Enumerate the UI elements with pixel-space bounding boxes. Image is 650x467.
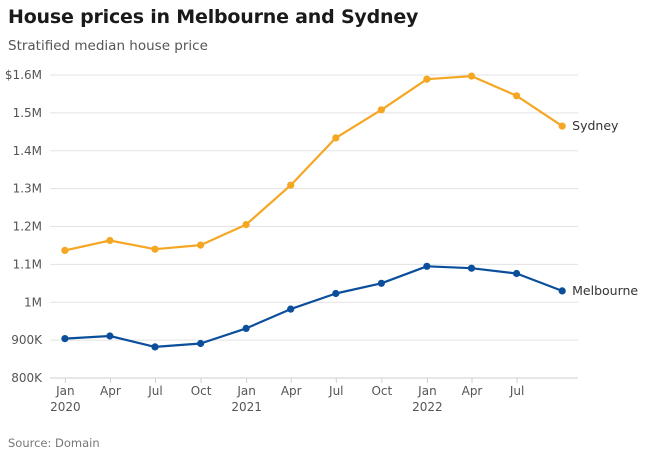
- y-tick-label: 1.4M: [13, 144, 42, 158]
- y-tick-label: 900K: [11, 333, 43, 347]
- melbourne-point: [106, 332, 114, 340]
- melbourne-point: [242, 324, 250, 332]
- x-tick-label: Apr: [100, 384, 121, 398]
- y-tick-label: 1.3M: [13, 182, 42, 196]
- x-tick-label: Oct: [191, 384, 212, 398]
- sydney-point: [513, 92, 521, 100]
- x-tick-year-label: 2022: [412, 400, 443, 414]
- source-note: Source: Domain: [8, 436, 100, 450]
- x-tick-label: Oct: [371, 384, 392, 398]
- sydney-point: [423, 75, 431, 83]
- melbourne-point: [423, 262, 431, 270]
- x-axis-tick-labels: Jan 2020 Apr Jul Oct Jan 2021 Apr Jul Oct Jan 2022 A…: [50, 378, 524, 414]
- sydney-point: [242, 221, 250, 229]
- y-tick-label: 1.5M: [13, 106, 42, 120]
- melbourne-point: [61, 335, 69, 343]
- x-tick-label: Jan: [417, 384, 437, 398]
- melbourne-point: [513, 269, 521, 278]
- sydney-point: [377, 106, 385, 114]
- x-tick-year-label: 2021: [231, 400, 262, 414]
- melbourne-point: [377, 279, 385, 287]
- y-tick-label: 1.1M: [13, 257, 42, 271]
- series-lines: Sydney Melbourne: [61, 72, 638, 351]
- x-tick-label: Jul: [509, 384, 524, 398]
- grid-lines: [50, 74, 578, 379]
- y-tick-label: 1.2M: [13, 220, 42, 234]
- x-tick-label: Apr: [462, 384, 483, 398]
- melbourne-series-label: Melbourne: [572, 283, 638, 298]
- sydney-point: [151, 245, 159, 253]
- melbourne-line: [64, 265, 563, 348]
- y-tick-label: 800K: [11, 371, 43, 385]
- sydney-point: [558, 122, 566, 130]
- melbourne-point: [287, 305, 295, 313]
- sydney-point: [287, 181, 295, 189]
- x-tick-label: Jul: [147, 384, 162, 398]
- sydney-point: [197, 241, 205, 249]
- melbourne-point: [332, 289, 340, 298]
- melbourne-point: [197, 339, 205, 348]
- sydney-series-label: Sydney: [572, 118, 619, 133]
- melbourne-point: [558, 287, 566, 295]
- sydney-point: [332, 134, 340, 142]
- chart-title: House prices in Melbourne and Sydney: [8, 6, 419, 28]
- y-tick-label: $1.6M: [5, 68, 42, 82]
- x-tick-year-label: 2020: [50, 400, 81, 414]
- x-tick-label: Jan: [236, 384, 256, 398]
- sydney-point: [106, 236, 114, 245]
- x-tick-label: Jul: [328, 384, 343, 398]
- sydney-line: [64, 74, 563, 252]
- y-axis-tick-labels: 800K 900K 1M 1.1M 1.2M 1.3M 1.4M 1.5M $1.6M: [5, 68, 43, 385]
- sydney-point: [61, 246, 69, 254]
- melbourne-point: [151, 343, 159, 351]
- x-tick-label: Jan: [55, 384, 75, 398]
- x-tick-label: Apr: [281, 384, 302, 398]
- y-tick-label: 1M: [24, 295, 42, 309]
- sydney-point: [467, 72, 476, 80]
- melbourne-point: [467, 264, 476, 272]
- chart-subtitle: Stratified median house price: [8, 38, 208, 54]
